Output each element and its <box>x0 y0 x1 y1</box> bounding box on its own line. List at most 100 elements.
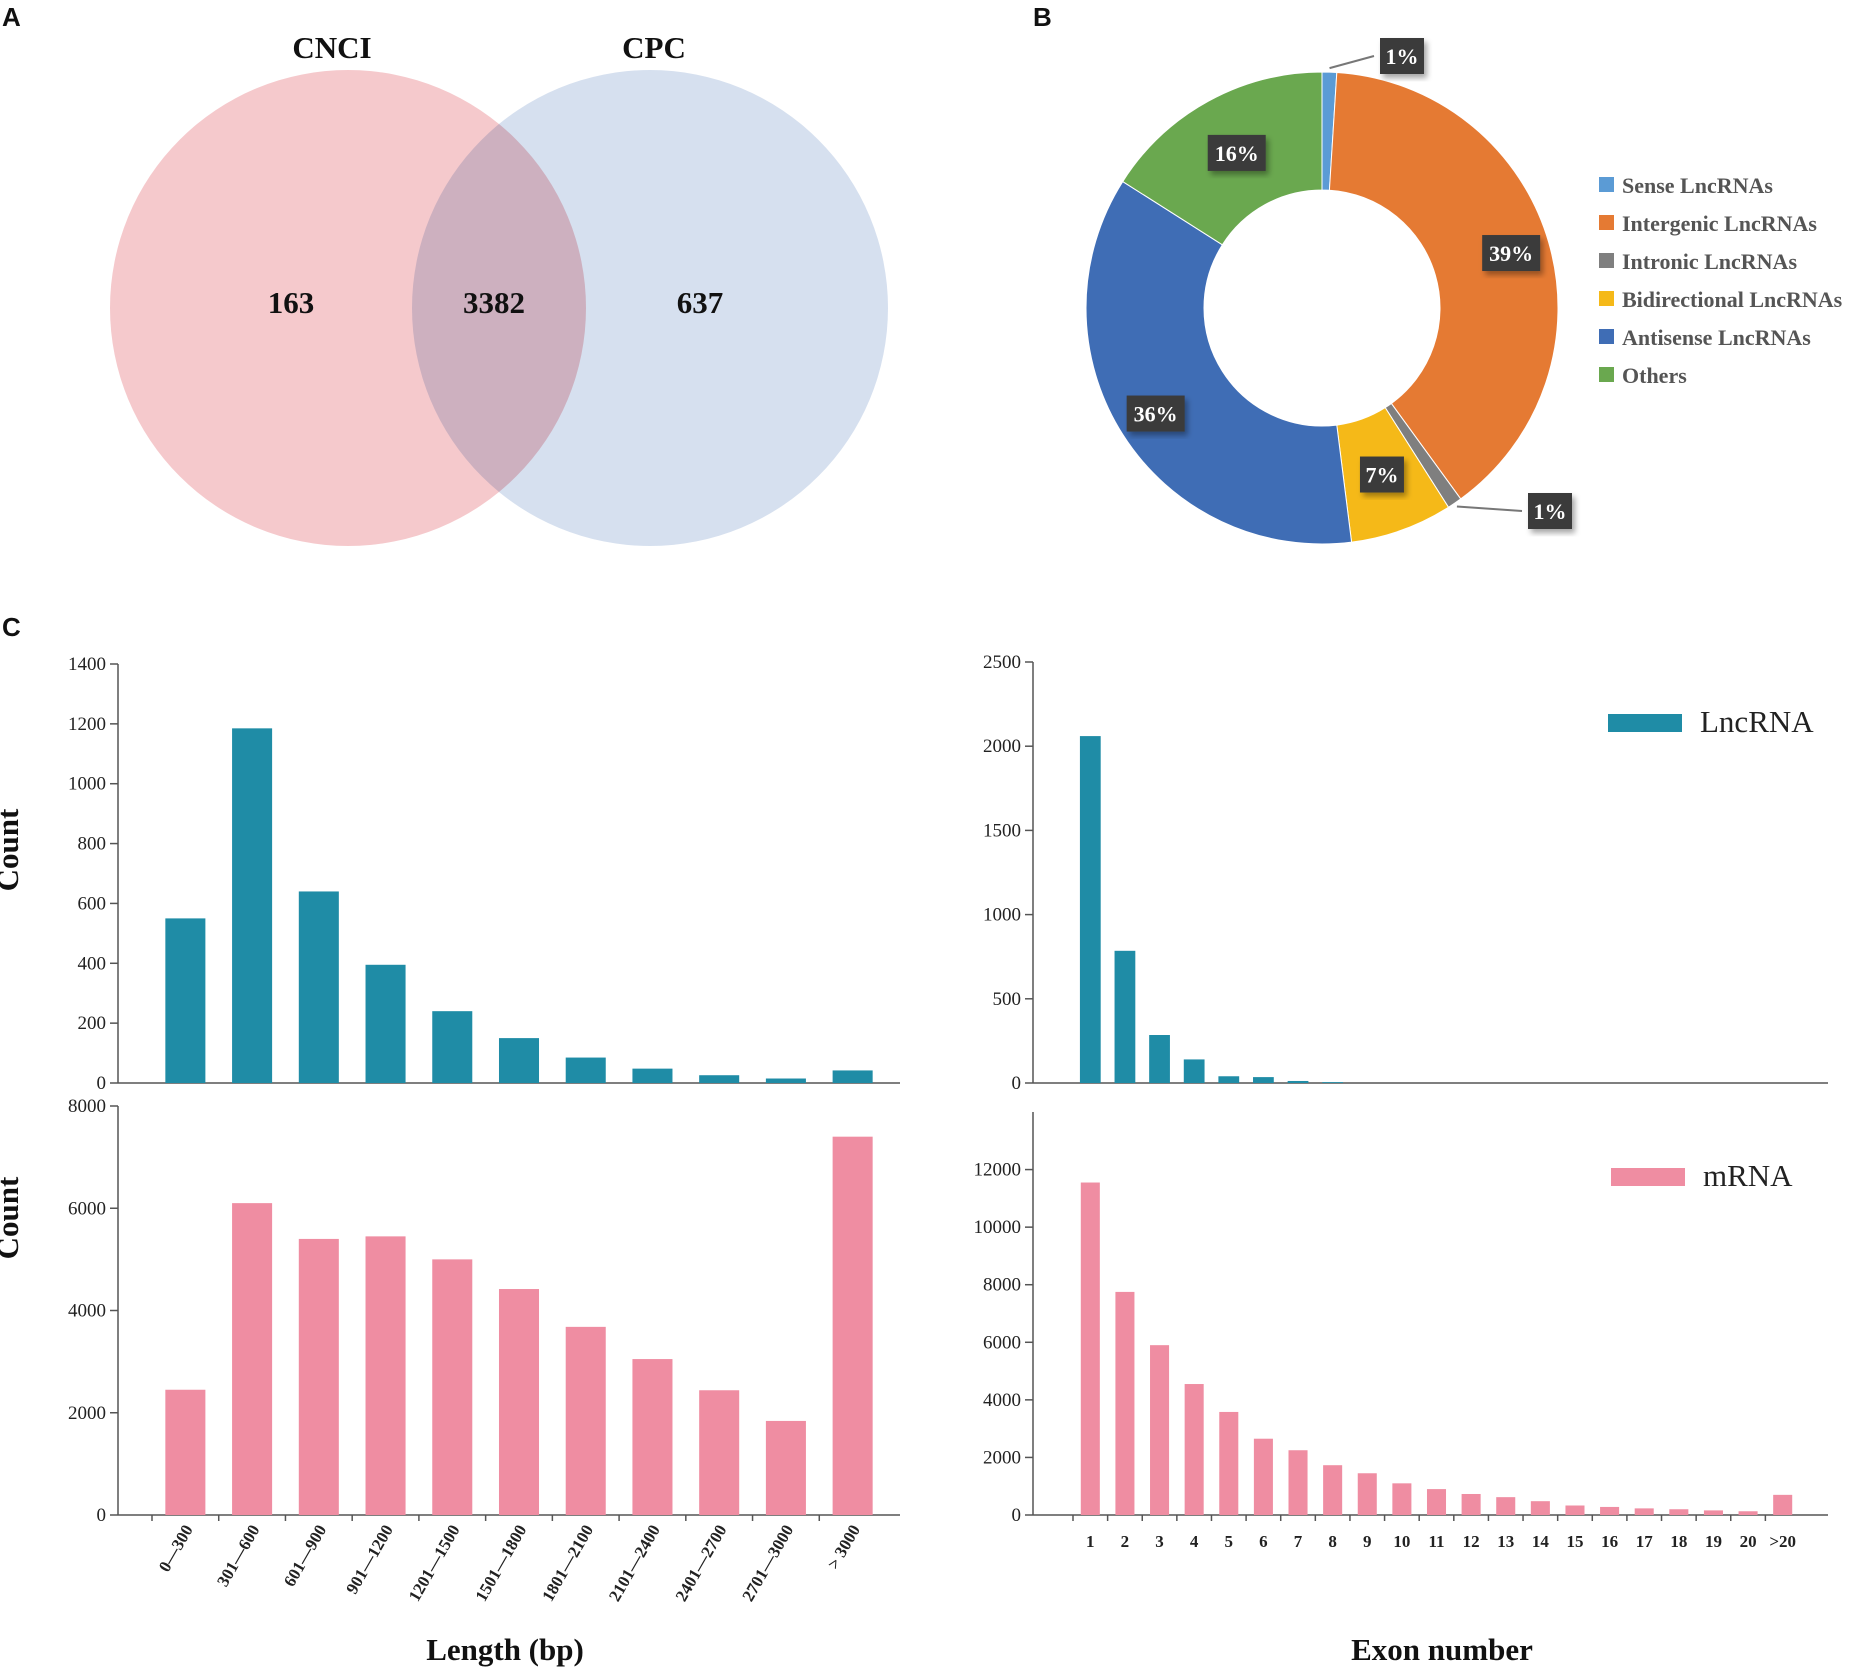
bar-chart-length-mrna: 0 2000 4000 6000 8000 0—300 301—600 601—900 901—… <box>0 1096 900 1667</box>
bar <box>1392 1483 1412 1515</box>
y-tick-label: 500 <box>993 989 1022 1010</box>
legend-swatch <box>1599 215 1614 230</box>
legend-label: Antisense LncRNAs <box>1622 325 1811 350</box>
y-tick-label: 400 <box>78 953 107 974</box>
x-tick-label: 2701—3000 <box>738 1522 797 1605</box>
percent-label-box <box>1359 456 1404 493</box>
bar <box>1530 1501 1550 1515</box>
venn-count-cpc-only: 637 <box>677 285 724 320</box>
bar <box>565 1326 606 1515</box>
percent-label: 39% <box>1489 241 1533 266</box>
percent-label-box <box>1380 38 1424 74</box>
y-tick-label: 4000 <box>983 1390 1021 1411</box>
bar <box>1115 1291 1135 1515</box>
bar-chart-length-lncrna: 0 200 400 600 800 1000 1200 1400 Count <box>0 654 900 1094</box>
x-axis-title: Exon number <box>1351 1632 1533 1667</box>
bar <box>1600 1506 1620 1515</box>
y-tick-label: 1000 <box>983 905 1021 926</box>
y-tick-label: 8000 <box>983 1275 1021 1296</box>
y-tick-label: 800 <box>78 834 107 855</box>
legend-label: Intergenic LncRNAs <box>1622 211 1817 236</box>
x-tick-label: 8 <box>1328 1532 1337 1551</box>
bar <box>1184 1384 1204 1515</box>
x-tick-label: 3 <box>1155 1532 1164 1551</box>
y-tick-label: 200 <box>78 1013 107 1034</box>
percent-label-box <box>1207 134 1266 171</box>
bar <box>1253 1077 1274 1083</box>
y-tick-label: 2000 <box>68 1403 106 1424</box>
bar <box>165 1389 206 1515</box>
x-tick-label: 6 <box>1259 1532 1268 1551</box>
series-legend-label: LncRNA <box>1700 704 1814 739</box>
x-tick-label: > 3000 <box>824 1522 864 1573</box>
bar <box>1323 1465 1343 1515</box>
x-tick-label: 4 <box>1190 1532 1199 1551</box>
legend-label: Sense LncRNAs <box>1622 173 1773 198</box>
bar <box>1461 1493 1481 1515</box>
bar <box>832 1136 873 1515</box>
x-tick-label: 13 <box>1497 1532 1514 1551</box>
panel-letter-b: B <box>1033 2 1052 32</box>
bar <box>1703 1510 1723 1515</box>
x-tick-label: 10 <box>1393 1532 1410 1551</box>
bar <box>1322 1082 1344 1083</box>
x-tick-label: 18 <box>1670 1532 1687 1551</box>
x-tick-label: 20 <box>1740 1532 1757 1551</box>
x-tick-label: 17 <box>1636 1532 1654 1551</box>
x-tick-label: 19 <box>1705 1532 1722 1551</box>
venn-label-cpc: CPC <box>622 30 686 65</box>
x-tick-label: 1201—1500 <box>405 1522 464 1605</box>
y-tick-label: 0 <box>97 1505 107 1526</box>
x-tick-label: 1 <box>1086 1532 1095 1551</box>
bar <box>1669 1509 1689 1515</box>
bar <box>765 1420 806 1515</box>
percent-label: 7% <box>1365 463 1398 488</box>
bar <box>832 1070 873 1083</box>
x-tick-label: 5 <box>1225 1532 1234 1551</box>
donut-slice <box>1085 180 1353 545</box>
donut-chart: 1% 39% 1% 7% 36% 16% <box>1085 38 1572 545</box>
callout-line <box>1456 505 1523 512</box>
x-tick-label: 14 <box>1532 1532 1550 1551</box>
x-tick-label: 901—1200 <box>342 1522 397 1598</box>
bar <box>632 1359 673 1515</box>
donut-slice <box>1328 71 1559 500</box>
legend-label: Bidirectional LncRNAs <box>1622 287 1843 312</box>
bar <box>1738 1511 1758 1515</box>
bar <box>1080 1182 1100 1515</box>
y-axis-title: Count <box>0 808 25 891</box>
bar <box>1634 1508 1654 1515</box>
x-tick-label: 11 <box>1428 1532 1444 1551</box>
bar <box>498 1289 540 1515</box>
bar <box>1150 1345 1170 1515</box>
x-tick-label: 2 <box>1121 1532 1130 1551</box>
y-tick-label: 600 <box>78 893 107 914</box>
y-tick-label: 8000 <box>68 1096 106 1117</box>
y-tick-label: 4000 <box>68 1301 106 1322</box>
bar <box>1218 1076 1240 1083</box>
panel-letter-a: A <box>2 2 21 32</box>
bar <box>1773 1494 1793 1515</box>
bar <box>1357 1473 1377 1515</box>
bar <box>1219 1411 1239 1515</box>
bar <box>1496 1497 1516 1515</box>
venn-count-overlap: 3382 <box>463 285 525 320</box>
y-tick-label: 1500 <box>983 820 1021 841</box>
x-tick-label: 301—600 <box>213 1522 263 1590</box>
y-tick-label: 0 <box>1012 1505 1022 1526</box>
bar <box>498 1038 540 1083</box>
x-tick-label: 12 <box>1463 1532 1480 1551</box>
venn-count-cnci-only: 163 <box>268 285 315 320</box>
percent-label: 16% <box>1215 141 1259 166</box>
legend-swatch <box>1599 367 1614 382</box>
venn-label-cnci: CNCI <box>292 30 371 65</box>
bar <box>1079 736 1101 1083</box>
x-tick-label: 1801—2100 <box>538 1522 597 1605</box>
x-axis-title: Length (bp) <box>426 1632 584 1667</box>
percent-label: 36% <box>1134 402 1178 427</box>
bar <box>298 891 339 1083</box>
y-axis-title: Count <box>0 1176 25 1259</box>
series-legend-label: mRNA <box>1703 1158 1793 1193</box>
